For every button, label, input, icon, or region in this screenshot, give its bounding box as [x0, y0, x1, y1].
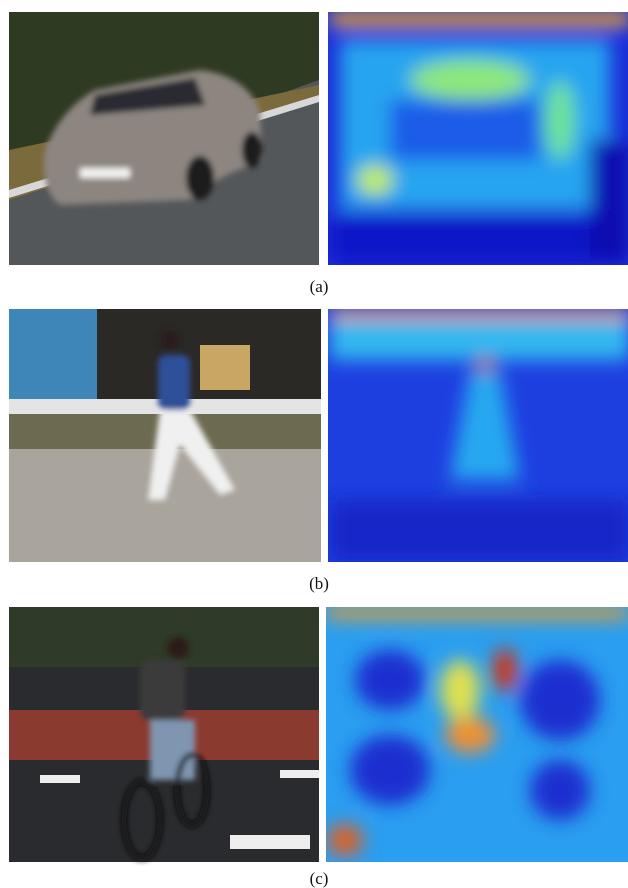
figure: (a) (b): [0, 0, 628, 888]
photo-car: [9, 12, 319, 265]
heatmap-a: [328, 12, 628, 265]
panel-label: (a): [310, 277, 329, 296]
photo-pedestrian: [9, 309, 321, 562]
panel-label: (b): [309, 574, 329, 593]
heatmap-c: [326, 607, 628, 862]
heatmap-b: [328, 309, 628, 562]
photo-cyclist: [9, 607, 319, 862]
panel-label: (c): [310, 869, 329, 888]
